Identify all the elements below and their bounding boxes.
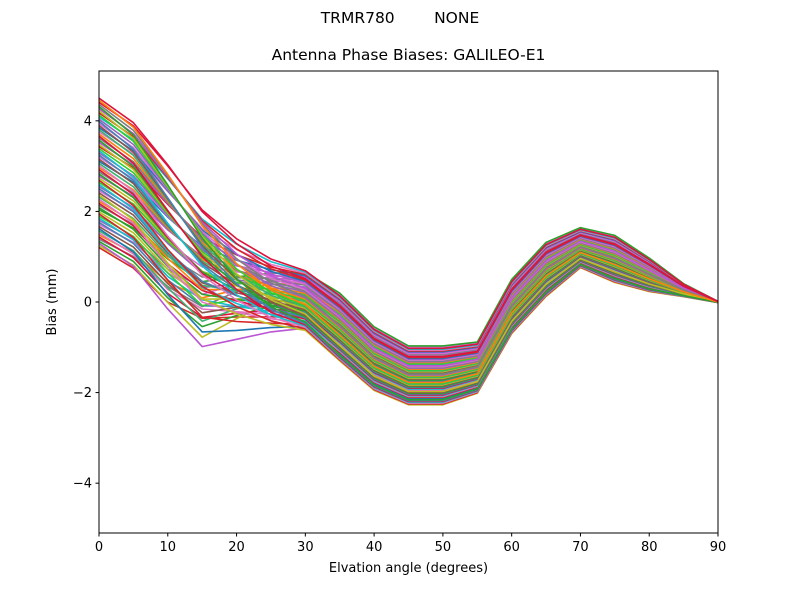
x-tick-label: 0	[95, 540, 103, 555]
y-tick-label: 4	[84, 114, 92, 129]
x-tick-label: 10	[160, 540, 177, 555]
chart-title: Antenna Phase Biases: GALILEO-E1	[272, 46, 546, 64]
series-line	[99, 105, 718, 401]
x-tick-label: 90	[710, 540, 727, 555]
axes-frame	[98, 70, 719, 534]
series-lines	[99, 97, 718, 406]
y-tick-label: −4	[73, 477, 92, 492]
x-tick-label: 80	[641, 540, 658, 555]
series-line	[99, 97, 718, 358]
axis-ticks: 0 10 20 30 40 50 60 70 80 90 −4 −2 0 2 4	[73, 114, 726, 555]
y-tick-label: 2	[84, 205, 92, 220]
series-line	[99, 110, 718, 393]
x-tick-label: 50	[435, 540, 452, 555]
x-axis-label: Elvation angle (degrees)	[329, 561, 488, 576]
x-tick-label: 30	[297, 540, 314, 555]
x-tick-label: 40	[366, 540, 383, 555]
series-line	[99, 103, 718, 376]
x-tick-label: 70	[572, 540, 589, 555]
y-tick-label: 0	[84, 296, 92, 311]
x-tick-label: 20	[228, 540, 245, 555]
figure-suptitle: TRMR780 NONE	[320, 9, 480, 27]
series-line	[99, 107, 718, 367]
y-tick-label: −2	[73, 386, 92, 401]
series-line	[99, 99, 718, 384]
y-axis-label: Bias (mm)	[45, 269, 60, 336]
x-tick-label: 60	[503, 540, 520, 555]
series-line	[99, 101, 718, 350]
